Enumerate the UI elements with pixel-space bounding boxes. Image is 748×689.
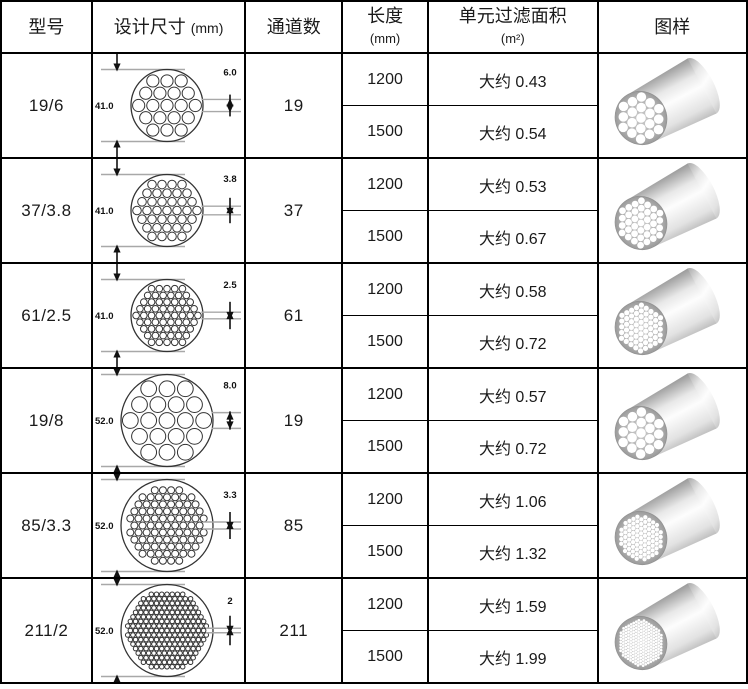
design-unit: (mm) xyxy=(190,19,224,36)
image-cell xyxy=(596,157,748,264)
area-cell: 大约 0.72 xyxy=(426,315,599,369)
image-cell xyxy=(596,262,748,369)
length-cell: 1200 xyxy=(341,262,429,316)
area-cell: 大约 0.72 xyxy=(426,420,599,474)
model-cell: 37/3.8 xyxy=(0,157,93,264)
image-cell xyxy=(596,472,748,579)
area-cell: 大约 1.32 xyxy=(426,525,599,579)
col-header-model: 型号 xyxy=(0,0,93,54)
svg-text:41.0: 41.0 xyxy=(95,311,114,322)
length-cell: 1200 xyxy=(341,472,429,526)
svg-text:52.0: 52.0 xyxy=(95,416,114,427)
col-header-channels: 通道数 xyxy=(244,0,344,54)
svg-text:3.3: 3.3 xyxy=(223,490,236,501)
element-image-svg xyxy=(615,478,721,566)
svg-text:2: 2 xyxy=(227,596,232,607)
diagram-cell: 52.0 8.0 xyxy=(90,367,247,474)
table-row: 19/8 52.0 8.0 19 1200 大约 0.57 xyxy=(0,367,748,474)
area-cell: 大约 0.67 xyxy=(426,210,599,264)
area-cell: 大约 1.99 xyxy=(426,630,599,684)
length-cell: 1200 xyxy=(341,577,429,631)
image-cell xyxy=(596,577,748,684)
area-cell: 大约 1.59 xyxy=(426,577,599,631)
table-subrow: 1500 大约 1.32 xyxy=(1,525,747,579)
svg-text:52.0: 52.0 xyxy=(95,521,114,532)
length-cell: 1500 xyxy=(341,315,429,369)
element-image-svg xyxy=(615,58,721,146)
table-subrow: 1500 大约 0.67 xyxy=(1,210,747,264)
model-cell: 61/2.5 xyxy=(0,262,93,369)
length-cell: 1200 xyxy=(341,157,429,211)
image-cell xyxy=(596,367,748,474)
svg-text:8.0: 8.0 xyxy=(223,381,236,392)
diagram-cell: 52.0 3.3 xyxy=(90,472,247,579)
area-cell: 大约 1.06 xyxy=(426,472,599,526)
area-cell: 大约 0.43 xyxy=(426,52,599,106)
model-cell: 19/8 xyxy=(0,367,93,474)
length-cell: 1200 xyxy=(341,52,429,106)
length-cell: 1500 xyxy=(341,210,429,264)
area-cell: 大约 0.53 xyxy=(426,157,599,211)
channels-cell: 37 xyxy=(244,157,344,264)
model-cell: 85/3.3 xyxy=(0,472,93,579)
channel-diagram-svg: 41.0 3.8 xyxy=(95,160,241,261)
length-cell: 1500 xyxy=(341,630,429,684)
length-unit: (mm) xyxy=(369,31,401,46)
svg-text:52.0: 52.0 xyxy=(95,626,114,637)
channels-cell: 61 xyxy=(244,262,344,369)
diagram-cell: 41.0 2.5 xyxy=(90,262,247,369)
model-cell: 211/2 xyxy=(0,577,93,684)
area-unit: (m²) xyxy=(500,31,525,46)
table-row: 61/2.5 41.0 2.5 61 1200 大约 0.58 xyxy=(0,262,748,369)
table-row: 19/6 41.0 6.0 19 1200 大约 0.43 xyxy=(0,52,748,159)
table-row: 211/2 52.0 2 211 1200 大约 1.59 xyxy=(0,577,748,684)
channel-diagram-svg: 52.02 xyxy=(95,580,241,681)
length-cell: 1500 xyxy=(341,525,429,579)
table-row: 37/3.8 41.0 3.8 37 1200 大约 0.53 xyxy=(0,157,748,264)
col-header-drawing: 图样 xyxy=(596,0,748,54)
svg-text:2.5: 2.5 xyxy=(223,280,237,291)
area-cell: 大约 0.54 xyxy=(426,105,599,159)
channels-cell: 211 xyxy=(244,577,344,684)
length-cell: 1500 xyxy=(341,105,429,159)
length-cell: 1500 xyxy=(341,420,429,474)
image-cell xyxy=(596,52,748,159)
area-cell: 大约 0.58 xyxy=(426,262,599,316)
element-image-svg xyxy=(615,163,721,251)
channel-diagram-svg: 41.0 2.5 xyxy=(95,265,241,366)
element-image-svg xyxy=(615,373,721,461)
col-header-length: 长度 (mm) xyxy=(341,0,429,54)
diagram-cell: 41.0 6.0 xyxy=(90,52,247,159)
table-row: 85/3.3 52.0 3.3 85 1200 大约 1.06 xyxy=(0,472,748,579)
diagram-cell: 41.0 3.8 xyxy=(90,157,247,264)
svg-text:41.0: 41.0 xyxy=(95,206,114,217)
svg-text:6.0: 6.0 xyxy=(223,67,236,78)
svg-text:3.8: 3.8 xyxy=(223,174,236,185)
channel-diagram-svg: 52.0 3.3 xyxy=(95,475,241,576)
table-subrow: 1500 大约 0.54 xyxy=(1,105,747,159)
table-subrow: 1500 大约 1.99 xyxy=(1,630,747,684)
diagram-cell: 52.0 2 xyxy=(90,577,247,684)
model-cell: 19/6 xyxy=(0,52,93,159)
col-header-design: 设计尺寸 (mm) xyxy=(90,0,247,54)
element-image-svg xyxy=(615,268,721,356)
table-subrow: 1500 大约 0.72 xyxy=(1,420,747,474)
col-header-area: 单元过滤面积 (m²) xyxy=(426,0,599,54)
channels-cell: 19 xyxy=(244,52,344,159)
length-cell: 1200 xyxy=(341,367,429,421)
svg-text:41.0: 41.0 xyxy=(95,101,114,112)
element-image-svg xyxy=(615,583,721,671)
channel-diagram-svg: 52.0 8.0 xyxy=(95,370,241,471)
channels-cell: 85 xyxy=(244,472,344,579)
table-subrow: 1500 大约 0.72 xyxy=(1,315,747,369)
channels-cell: 19 xyxy=(244,367,344,474)
channel-diagram-svg: 41.0 6.0 xyxy=(95,55,241,156)
header-row: 型号 设计尺寸 (mm) 通道数 长度 (mm) 单元过滤面积 (m²) 图样 xyxy=(0,0,748,54)
area-cell: 大约 0.57 xyxy=(426,367,599,421)
